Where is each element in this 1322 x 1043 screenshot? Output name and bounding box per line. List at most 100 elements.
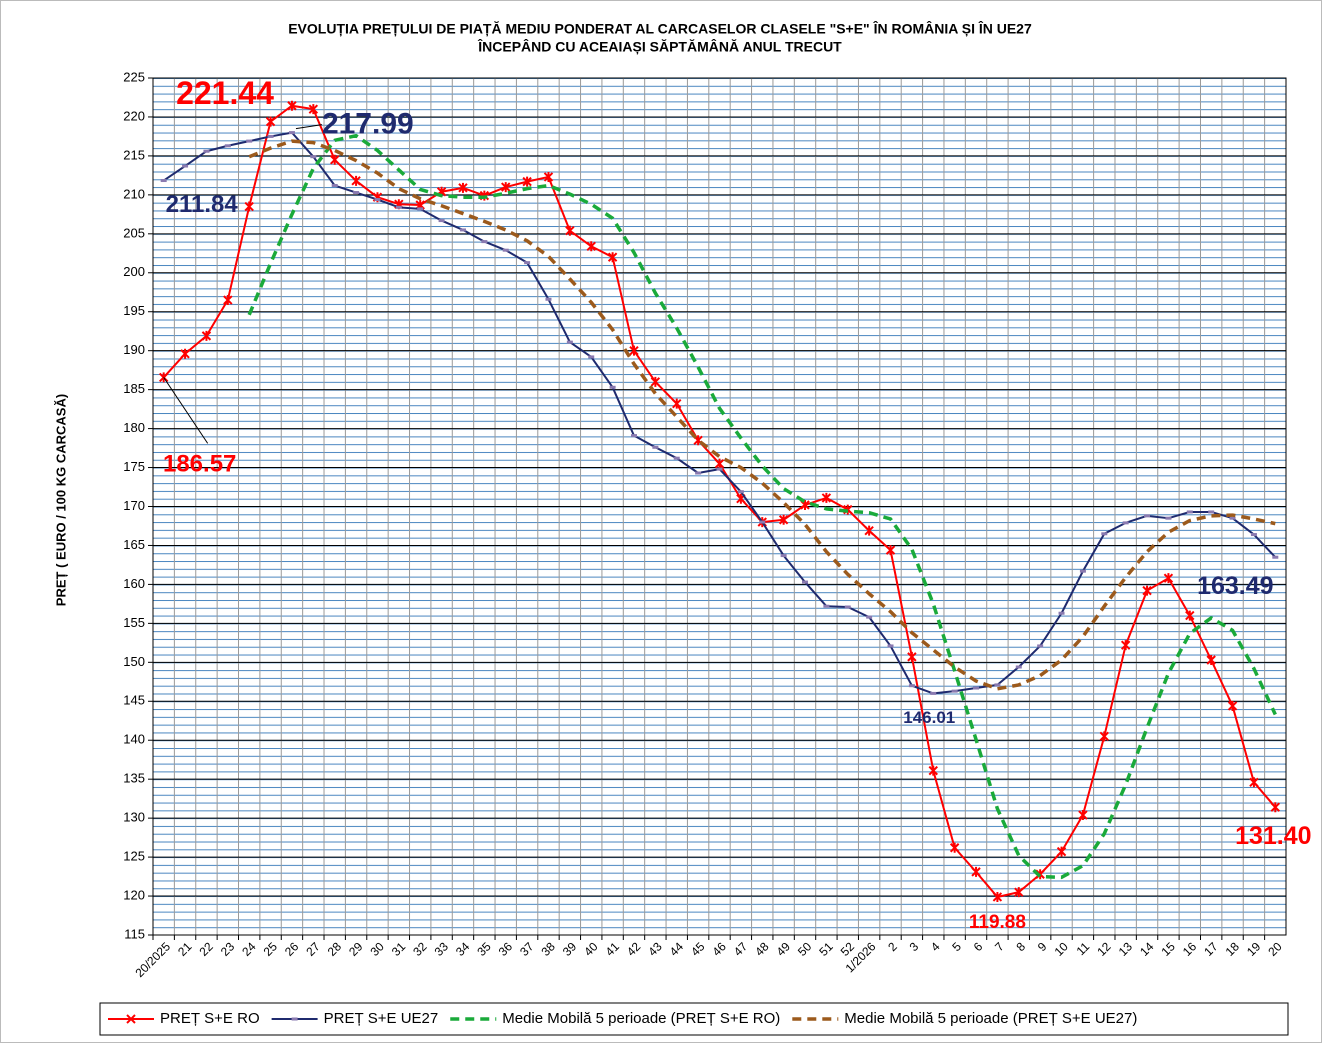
data-label: 186.57 xyxy=(163,451,236,478)
marker xyxy=(182,164,189,168)
y-tick-label: 130 xyxy=(123,810,145,825)
marker xyxy=(994,683,1001,687)
marker xyxy=(716,467,723,471)
marker xyxy=(885,545,896,556)
marker xyxy=(1101,532,1108,536)
marker xyxy=(308,104,319,115)
marker xyxy=(586,241,596,252)
y-tick-label: 150 xyxy=(123,654,145,669)
marker xyxy=(160,179,167,183)
marker xyxy=(930,691,937,695)
marker xyxy=(287,100,297,111)
y-tick-label: 185 xyxy=(123,381,145,396)
marker xyxy=(630,434,637,438)
marker xyxy=(543,171,554,182)
y-tick-label: 135 xyxy=(123,771,145,786)
legend-label: PREȚ S+E UE27 xyxy=(324,1010,439,1027)
data-label: 119.88 xyxy=(969,912,1026,933)
marker xyxy=(607,252,618,263)
marker xyxy=(992,891,1003,902)
marker xyxy=(1208,510,1215,514)
marker xyxy=(629,345,639,356)
data-label: 146.01 xyxy=(903,708,955,727)
leader-line xyxy=(163,377,209,444)
marker xyxy=(1144,514,1151,518)
marker xyxy=(565,225,575,236)
data-label: 221.44 xyxy=(176,75,274,111)
marker xyxy=(823,604,830,608)
data-label: 217.99 xyxy=(322,108,414,141)
marker xyxy=(866,615,873,619)
marker xyxy=(821,492,832,503)
marker xyxy=(545,297,552,301)
marker xyxy=(481,240,488,244)
marker xyxy=(1015,665,1022,669)
marker xyxy=(864,525,874,536)
chart-title: EVOLUȚIA PREȚULUI DE PIAȚĂ MEDIU PONDERA… xyxy=(288,20,1032,37)
y-tick-label: 215 xyxy=(123,147,145,162)
marker xyxy=(1249,777,1259,788)
marker xyxy=(714,458,725,469)
marker xyxy=(1163,573,1174,584)
y-tick-label: 205 xyxy=(123,225,145,240)
marker xyxy=(907,651,917,662)
y-tick-label: 220 xyxy=(123,108,145,123)
legend-label: PREȚ S+E RO xyxy=(160,1010,260,1027)
marker xyxy=(844,605,851,609)
moving-average-line xyxy=(248,139,1276,691)
marker xyxy=(288,131,295,135)
y-tick-label: 170 xyxy=(123,498,145,513)
y-tick-label: 155 xyxy=(123,615,145,630)
legend-label: Medie Mobilă 5 perioade (PREȚ S+E RO) xyxy=(502,1010,780,1027)
marker xyxy=(265,116,276,127)
y-tick-label: 180 xyxy=(123,420,145,435)
marker xyxy=(1272,555,1279,559)
y-tick-label: 115 xyxy=(124,926,145,941)
leader-line xyxy=(295,124,323,130)
data-label: 131.40 xyxy=(1235,822,1311,850)
marker xyxy=(224,144,231,148)
marker xyxy=(330,154,340,165)
marker xyxy=(1165,516,1172,520)
marker xyxy=(201,330,212,341)
marker xyxy=(1229,516,1236,520)
y-tick-label: 195 xyxy=(123,303,145,318)
marker xyxy=(524,261,531,265)
moving-average-line xyxy=(247,133,1277,880)
marker xyxy=(1250,533,1257,537)
marker xyxy=(458,182,468,193)
marker xyxy=(672,398,682,409)
marker xyxy=(759,520,766,524)
marker xyxy=(971,866,981,877)
y-axis-label: PREȚ ( EURO / 100 KG CARCASĂ) xyxy=(53,394,68,606)
marker xyxy=(1079,569,1086,573)
y-tick-label: 190 xyxy=(123,342,145,357)
marker xyxy=(566,340,573,344)
chart-subtitle: ÎNCEPÂND CU ACEAIAȘI SĂPTĂMÂNĂ ANUL TREC… xyxy=(477,38,842,55)
marker xyxy=(180,348,190,359)
marker xyxy=(652,445,659,449)
data-label: 163.49 xyxy=(1197,572,1273,600)
y-tick-label: 225 xyxy=(123,69,145,84)
marker xyxy=(459,228,466,232)
marker xyxy=(973,686,980,690)
marker xyxy=(1099,731,1109,742)
marker xyxy=(1056,846,1067,857)
marker xyxy=(609,385,616,389)
marker xyxy=(501,182,511,193)
marker xyxy=(331,184,338,188)
y-tick-label: 175 xyxy=(123,459,145,474)
marker xyxy=(588,355,595,359)
marker xyxy=(353,191,360,195)
y-tick-label: 160 xyxy=(123,576,145,591)
marker xyxy=(1186,510,1193,514)
legend-marker xyxy=(291,1017,298,1021)
marker xyxy=(1206,654,1216,665)
marker xyxy=(737,490,744,494)
marker xyxy=(1142,585,1152,596)
y-tick-label: 140 xyxy=(123,732,145,747)
marker xyxy=(1185,610,1195,621)
marker xyxy=(1122,521,1129,525)
marker xyxy=(310,155,317,159)
